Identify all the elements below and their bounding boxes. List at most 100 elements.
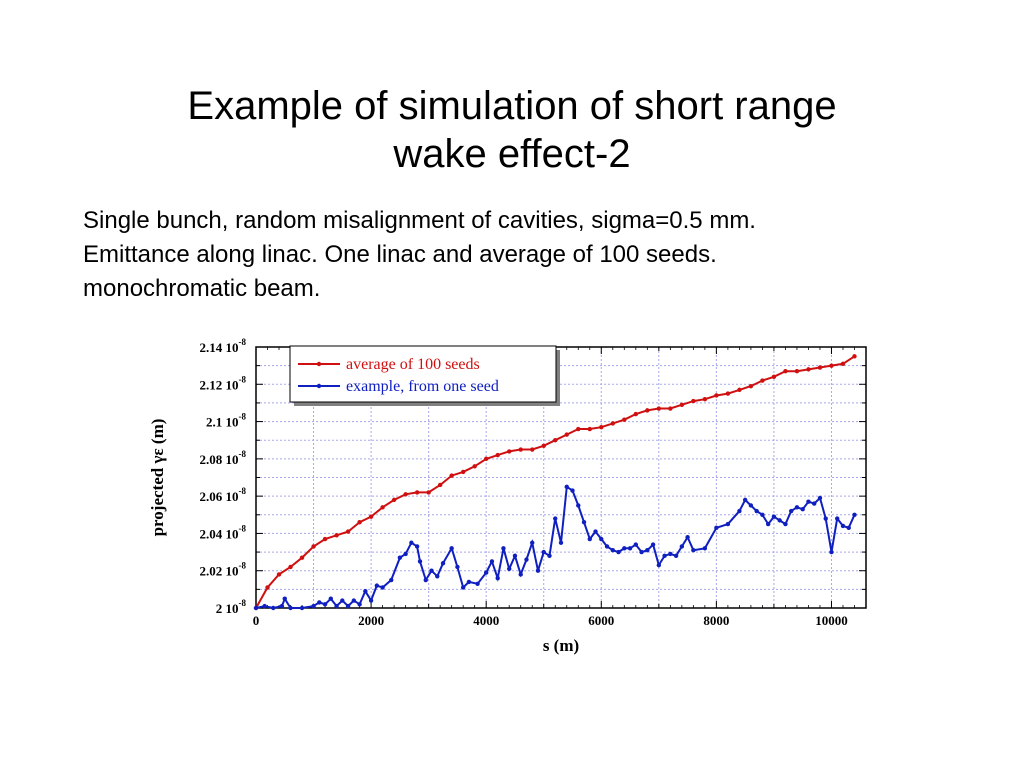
data-point	[829, 549, 834, 555]
data-point	[564, 484, 569, 490]
data-point	[645, 548, 650, 553]
x-tick-label: 10000	[815, 613, 848, 628]
data-point	[363, 589, 368, 594]
data-point	[817, 365, 823, 370]
data-point	[368, 514, 374, 519]
data-point	[541, 549, 546, 555]
data-point	[587, 536, 592, 542]
data-point	[322, 536, 328, 542]
data-point	[685, 534, 690, 540]
data-point	[483, 570, 489, 575]
data-point	[627, 546, 633, 551]
slide-title-line-1: Example of simulation of short range	[187, 84, 837, 128]
data-point	[440, 561, 446, 566]
y-tick-label: 2 10-8	[216, 598, 247, 616]
data-point	[334, 533, 339, 538]
x-axis-label: s (m)	[543, 636, 579, 655]
data-point	[288, 605, 293, 611]
data-point	[541, 443, 546, 449]
data-point	[357, 602, 362, 607]
data-point	[783, 521, 788, 527]
data-point	[311, 603, 316, 609]
data-point	[507, 449, 512, 454]
data-point	[835, 516, 840, 521]
data-point	[829, 363, 834, 368]
data-point	[725, 521, 731, 527]
data-point	[633, 411, 639, 417]
chart-legend: average of 100 seeds example, from one se…	[289, 345, 560, 406]
data-point	[524, 557, 529, 562]
data-point	[374, 583, 380, 588]
data-point	[737, 387, 742, 393]
data-point	[351, 598, 357, 603]
data-point	[389, 577, 394, 583]
data-point	[587, 426, 592, 432]
data-point	[449, 473, 454, 478]
data-point	[691, 548, 696, 553]
data-point	[530, 540, 535, 545]
data-point	[783, 369, 788, 374]
data-point	[806, 367, 811, 372]
data-point	[714, 393, 719, 398]
data-point	[276, 572, 282, 577]
data-point	[622, 417, 627, 422]
data-point	[380, 585, 385, 590]
data-point	[368, 598, 374, 603]
data-point	[771, 374, 777, 380]
body-line-2: Emittance along linac. One linac and ave…	[83, 241, 717, 268]
data-point	[553, 438, 558, 443]
chart-series	[253, 354, 857, 611]
data-point	[518, 572, 523, 577]
data-point	[489, 559, 495, 564]
data-point	[800, 506, 805, 512]
data-point	[771, 514, 777, 519]
data-point	[460, 585, 466, 590]
legend-entry-label: average of 100 seeds	[346, 356, 480, 373]
data-point	[345, 529, 351, 534]
data-point	[507, 566, 512, 572]
data-point	[460, 469, 466, 475]
data-point	[472, 464, 477, 469]
data-point	[852, 512, 857, 517]
data-point	[495, 452, 500, 458]
data-point	[691, 398, 696, 404]
data-point	[668, 406, 673, 411]
data-point	[345, 603, 351, 609]
legend-swatch-marker	[316, 383, 322, 389]
data-point	[576, 426, 581, 432]
data-point	[639, 549, 644, 555]
data-point	[593, 529, 598, 534]
data-point	[299, 555, 305, 560]
data-point	[806, 499, 811, 504]
y-axis-label: projected γε (m)	[148, 419, 167, 537]
x-tick-label: 8000	[703, 613, 729, 628]
x-tick-label: 2000	[358, 613, 384, 628]
slide-title: Example of simulation of short range wak…	[0, 82, 1024, 178]
data-point	[656, 562, 662, 568]
data-point	[564, 432, 569, 437]
data-point	[553, 516, 558, 521]
series-single-seed	[253, 484, 857, 611]
data-point	[357, 520, 362, 525]
data-point	[340, 598, 345, 603]
data-point	[423, 577, 428, 583]
data-point	[403, 551, 408, 557]
data-point	[777, 518, 782, 523]
data-point	[679, 402, 685, 407]
data-point	[435, 574, 440, 579]
data-point	[397, 555, 403, 560]
data-point	[317, 600, 322, 605]
data-point	[616, 549, 621, 555]
chart-ticks: 0 2000 4000 6000 8000 10000 2 10-8 2.02 10-8 2.0…	[200, 337, 867, 628]
data-point	[495, 575, 500, 581]
data-point	[426, 490, 431, 495]
data-point	[840, 523, 846, 529]
data-point	[380, 505, 385, 510]
data-point	[403, 492, 408, 497]
data-point	[852, 354, 857, 359]
data-point	[656, 406, 662, 411]
data-point	[788, 508, 794, 514]
data-point	[714, 525, 719, 531]
data-point	[794, 369, 800, 374]
